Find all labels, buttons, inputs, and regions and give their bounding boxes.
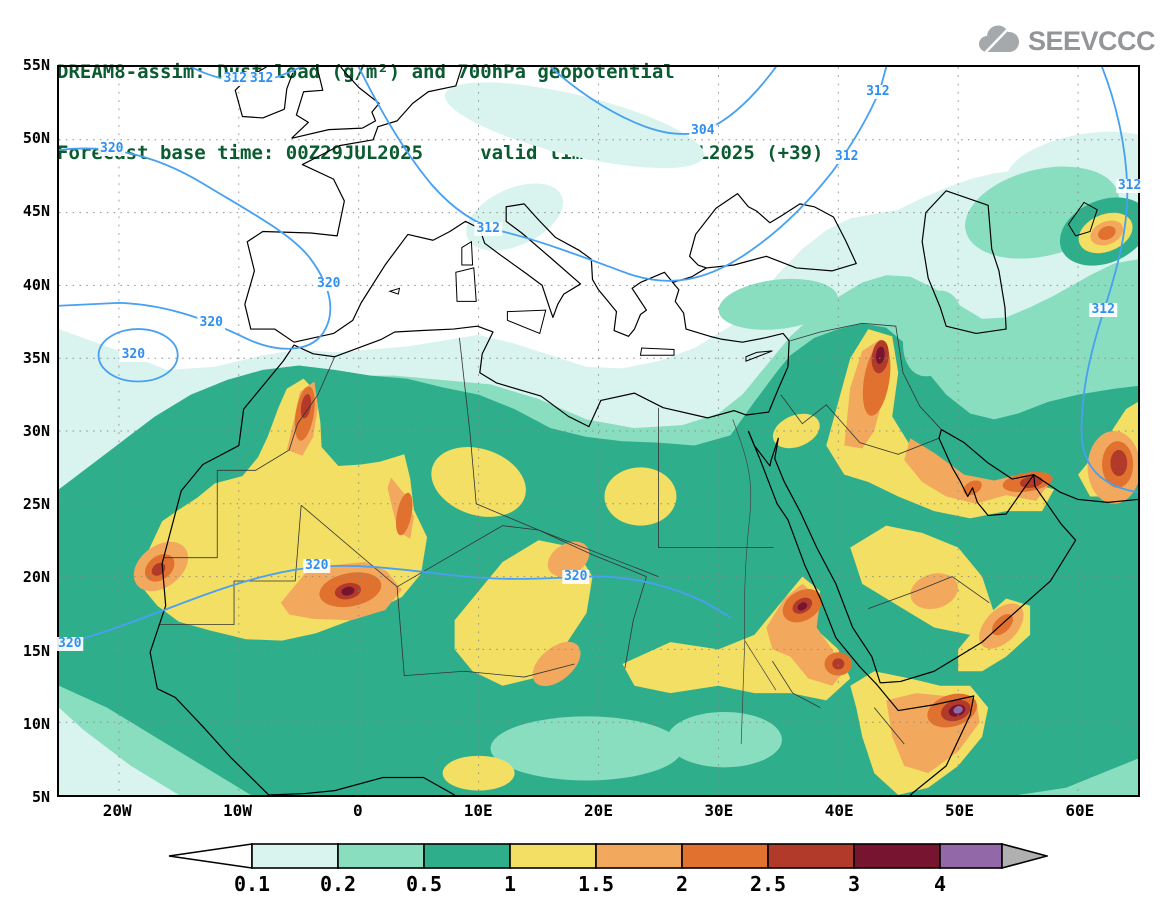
colorbar-level-label: 2.5 [749,872,787,896]
colorbar-segment [423,843,511,869]
country-borders [159,323,990,744]
coastlines [150,67,1138,795]
colorbar-segment [595,843,683,869]
x-tick-label: 60E [1065,801,1095,820]
colorbar [168,842,1051,870]
latitude-axis: 55N 50N 45N 40N 35N 30N 25N 20N 15N 10N 5N [8,0,50,907]
y-tick-label: 40N [22,275,50,294]
colorbar-level-label: 4 [933,872,947,896]
colorbar-segment [509,843,597,869]
colorbar-level-label: 1.5 [577,872,615,896]
colorbar-level-label: 0.2 [319,872,357,896]
logo-text: SEEVCCC [1027,25,1156,56]
y-tick-label: 45N [22,202,50,221]
seevccc-logo: SEEVCCC [975,24,1156,58]
x-tick-label: 20E [584,801,613,820]
colorbar-labels: 0.1 0.2 0.5 1 1.5 2 2.5 3 4 [0,872,1165,898]
x-tick-label: 10W [223,801,252,820]
colorbar-scale [168,842,1051,870]
y-tick-label: 50N [22,129,50,148]
x-tick-label: 30E [704,801,734,820]
colorbar-level-label: 1 [503,872,517,896]
y-tick-label: 25N [22,495,50,514]
dust-lighter-inner-patches [490,290,963,781]
y-tick-label: 5N [31,788,50,806]
y-tick-label: 10N [22,714,50,733]
colorbar-segment [1001,842,1051,870]
colorbar-level-label: 2 [675,872,689,896]
colorbar-segment [939,843,1003,869]
y-tick-label: 55N [22,56,50,74]
y-tick-label: 15N [22,641,50,660]
x-tick-label: 10E [463,801,493,820]
colorbar-segment [337,843,425,869]
colorbar-level-label: 3 [847,872,861,896]
colorbar-segment [168,843,253,869]
y-tick-label: 30N [22,422,50,440]
colorbar-segment [767,843,855,869]
dust-map-canvas [59,67,1138,795]
colorbar-segment [681,843,769,869]
colorbar-segment [251,843,339,869]
longitude-axis: 20W 10W 0 10E 20E 30E 40E 50E 60E [0,801,1165,825]
x-tick-label: 0 [353,801,363,820]
cloud-icon [978,25,1020,56]
dust-level-4-regions [953,706,963,714]
colorbar-segment [853,843,941,869]
graticule-gridlines [59,67,1138,795]
x-tick-label: 20W [102,801,132,820]
map-panel: 320 312 312 304 312 312 312 320 320 320 320 320 320 3… [56,65,1144,797]
x-tick-label: 40E [824,801,854,820]
colorbar-level-label: 0.1 [233,872,271,896]
y-tick-label: 20N [22,568,50,587]
y-tick-label: 35N [22,348,50,367]
x-tick-label: 50E [945,801,974,820]
colorbar-level-label: 0.5 [405,872,443,896]
